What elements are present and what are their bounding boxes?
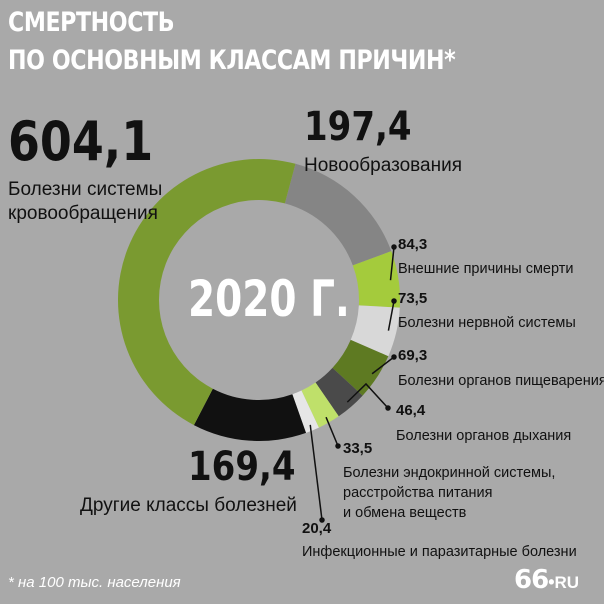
site-logo: 66•RU bbox=[514, 565, 579, 595]
label-external: Внешние причины смерти bbox=[398, 261, 574, 277]
slice-nervous bbox=[350, 305, 400, 357]
title-line-2: ПО ОСНОВНЫМ КЛАССАМ ПРИЧИН* bbox=[8, 45, 456, 76]
leader-nervous-tip bbox=[391, 298, 397, 304]
label-respiratory: Болезни органов дыхания bbox=[396, 428, 572, 444]
title-line-1: СМЕРТНОСТЬ bbox=[8, 7, 175, 38]
leader-nervous bbox=[387, 300, 395, 331]
slice-digestive bbox=[332, 339, 389, 396]
logo-number: 66 bbox=[514, 565, 549, 595]
logo-ru: RU bbox=[554, 573, 580, 592]
chart-title: СМЕРТНОСТЬ ПО ОСНОВНЫМ КЛАССАМ ПРИЧИН* bbox=[8, 4, 456, 80]
slice-respiratory bbox=[315, 367, 363, 417]
label-neoplasms: Новообразования bbox=[304, 155, 463, 176]
slice-external bbox=[352, 251, 400, 308]
value-infectious: 20,4 bbox=[302, 520, 332, 537]
leader-endocrine-tip bbox=[335, 443, 341, 449]
value-circulatory: 604,1 bbox=[8, 110, 154, 173]
leader-respiratory bbox=[346, 382, 389, 409]
slice-other bbox=[193, 388, 307, 441]
label-circulatory-line-1: Болезни системы bbox=[8, 179, 163, 200]
leader-infectious-tip bbox=[319, 517, 325, 523]
label-other: Другие классы болезней bbox=[80, 495, 297, 516]
logo-dot: • bbox=[548, 572, 555, 592]
value-nervous: 73,5 bbox=[398, 290, 428, 307]
value-respiratory: 46,4 bbox=[396, 402, 426, 419]
leader-respiratory-tip bbox=[385, 405, 391, 411]
label-endocrine-line-2: расстройства питания bbox=[343, 485, 493, 501]
value-digestive: 69,3 bbox=[398, 347, 428, 364]
label-endocrine-line-3: и обмена веществ bbox=[343, 505, 467, 521]
value-other: 169,4 bbox=[188, 444, 296, 490]
leader-endocrine bbox=[325, 416, 339, 447]
slice-circulatory bbox=[117, 158, 296, 426]
label-infectious: Инфекционные и паразитарные болезни bbox=[302, 544, 577, 560]
slice-neoplasms bbox=[284, 163, 392, 266]
label-endocrine: Болезни эндокринной системы, расстройств… bbox=[343, 463, 555, 523]
label-nervous: Болезни нервной системы bbox=[398, 315, 576, 331]
label-circulatory: Болезни системы кровообращения bbox=[8, 178, 162, 226]
label-endocrine-line-1: Болезни эндокринной системы, bbox=[343, 465, 556, 481]
footnote: * на 100 тыс. населения bbox=[8, 574, 181, 591]
leader-digestive-tip bbox=[391, 354, 397, 360]
leader-digestive bbox=[371, 356, 395, 375]
value-neoplasms: 197,4 bbox=[304, 104, 412, 150]
value-external: 84,3 bbox=[398, 236, 428, 253]
slice-endocrine bbox=[301, 382, 339, 428]
year-label: 2020 Г. bbox=[188, 270, 350, 328]
slice-infectious bbox=[292, 390, 319, 433]
label-digestive: Болезни органов пищеварения bbox=[398, 373, 604, 389]
leader-external bbox=[389, 246, 395, 281]
label-circulatory-line-2: кровообращения bbox=[8, 203, 158, 224]
leader-infectious bbox=[309, 424, 323, 521]
leader-external-tip bbox=[391, 244, 397, 250]
value-endocrine: 33,5 bbox=[343, 440, 373, 457]
